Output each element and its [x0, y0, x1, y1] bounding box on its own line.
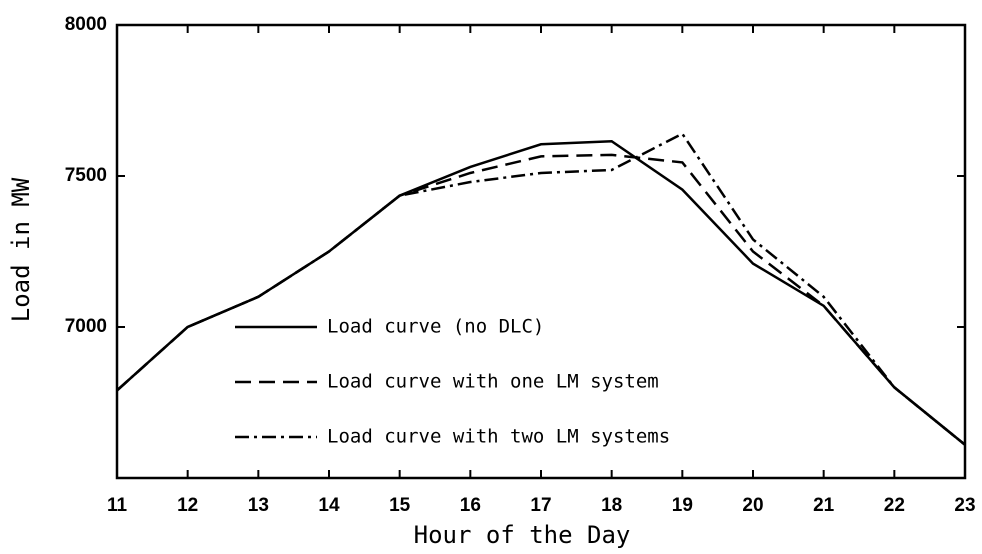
y-tick-label: 7500 [65, 165, 107, 186]
line-series [116, 153, 966, 446]
x-tick-label: 22 [884, 495, 905, 516]
x-tick-label: 17 [530, 495, 551, 516]
x-axis-label: Hour of the Day [414, 521, 631, 549]
legend-label: Load curve (no DLC) [327, 316, 544, 338]
legend-label: Load curve with one LM system [327, 371, 659, 393]
y-tick-label: 7000 [65, 316, 107, 337]
x-tick-label: 23 [954, 495, 975, 516]
line-series [116, 140, 966, 446]
y-axis-label: Load in MW [7, 177, 35, 322]
x-tick-label: 13 [248, 495, 269, 516]
x-tick-label: 15 [389, 495, 411, 516]
x-tick-label: 18 [601, 495, 622, 516]
x-tick-label: 16 [460, 495, 481, 516]
legend-label: Load curve with two LM systems [327, 426, 670, 448]
x-tick-label: 14 [318, 495, 340, 516]
y-tick-label: 8000 [65, 14, 107, 35]
x-tick-label: 20 [742, 495, 763, 516]
x-tick-label: 21 [813, 495, 835, 516]
line-series [116, 132, 966, 446]
x-tick-label: 11 [107, 495, 128, 516]
x-tick-label: 12 [177, 495, 198, 516]
x-tick-label: 19 [672, 495, 693, 516]
plot-frame [115, 23, 967, 480]
